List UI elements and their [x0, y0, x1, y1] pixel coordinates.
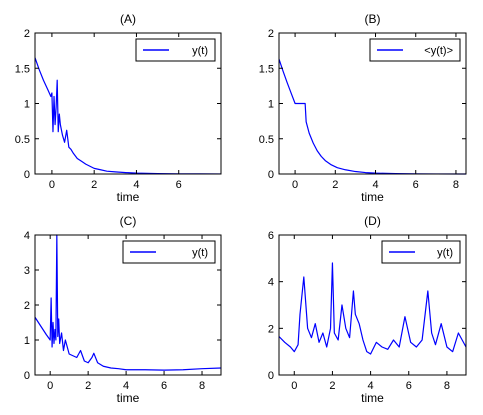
y-tick-label: 1: [268, 99, 274, 111]
x-axis-label: time: [361, 391, 384, 405]
x-tick-label: 0: [49, 179, 55, 191]
y-tick-label: 0: [268, 370, 274, 382]
y-tick-label: 0: [24, 169, 30, 181]
y-tick-label: 1.5: [259, 63, 274, 75]
x-tick-label: 6: [406, 380, 412, 392]
legend-entry: y(t): [192, 247, 208, 259]
series-line-1: [34, 57, 222, 175]
legend: y(t): [122, 240, 216, 264]
x-tick-label: 8: [444, 380, 450, 392]
y-tick-label: 2: [268, 323, 274, 335]
y-tick-label: 6: [268, 230, 274, 242]
y-tick-label: 1.5: [15, 63, 30, 75]
x-tick-label: 0: [47, 380, 53, 392]
x-tick-label: 6: [176, 179, 182, 191]
x-axis-label: time: [361, 190, 384, 204]
y-tick-label: 4: [24, 230, 30, 242]
chart-title: (B): [365, 12, 381, 26]
x-tick-label: 6: [161, 380, 167, 392]
x-tick-label: 0: [292, 179, 298, 191]
axes-box: [278, 234, 467, 376]
chart-title: (C): [120, 214, 137, 228]
series-line-1: [278, 58, 467, 175]
x-tick-label: 8: [199, 380, 205, 392]
legend-entry: y(t): [192, 45, 208, 57]
chart-title: (A): [120, 12, 136, 26]
x-tick-label: 2: [332, 179, 338, 191]
chart-panel-2: (B) 0 2 4 6 8 0 0.5 1 1.5 2 time <y(t)>: [259, 12, 467, 204]
chart-panel-4: (D) 0 2 4 6 8 0 2 4 6 time y(t): [268, 214, 467, 405]
series-line-1: [34, 234, 222, 371]
y-tick-label: 1: [24, 335, 30, 347]
legend-entry: y(t): [437, 247, 453, 259]
y-tick-label: 2: [24, 300, 30, 312]
legend: y(t): [135, 38, 216, 62]
y-tick-label: 3: [24, 265, 30, 277]
chart-title: (D): [364, 214, 381, 228]
legend-entry: <y(t)>: [424, 45, 453, 57]
x-tick-label: 4: [133, 179, 139, 191]
x-axis-label: time: [117, 190, 140, 204]
x-tick-label: 6: [413, 179, 419, 191]
y-tick-label: 0.5: [259, 134, 274, 146]
y-tick-label: 0: [24, 370, 30, 382]
x-tick-label: 8: [453, 179, 459, 191]
x-tick-label: 2: [91, 179, 97, 191]
y-tick-label: 4: [268, 277, 274, 289]
legend: y(t): [381, 240, 461, 264]
x-tick-label: 4: [372, 179, 378, 191]
legend-box: [135, 38, 216, 62]
x-tick-label: 2: [329, 380, 335, 392]
series-line-1: [278, 262, 467, 355]
y-tick-label: 2: [24, 28, 30, 40]
legend-box: [122, 240, 216, 264]
chart-panel-1: (A) 0 2 4 6 0 0.5 1 1.5 2 time y(t): [15, 12, 222, 204]
x-tick-label: 4: [123, 380, 129, 392]
x-axis-label: time: [117, 391, 140, 405]
x-tick-label: 0: [291, 380, 297, 392]
legend-box: [381, 240, 461, 264]
x-tick-label: 4: [368, 380, 374, 392]
y-tick-label: 2: [268, 28, 274, 40]
x-tick-label: 2: [85, 380, 91, 392]
y-tick-label: 0: [268, 169, 274, 181]
legend-box: [369, 38, 461, 62]
y-tick-label: 1: [24, 99, 30, 111]
y-tick-label: 0.5: [15, 134, 30, 146]
legend: <y(t)>: [369, 38, 461, 62]
